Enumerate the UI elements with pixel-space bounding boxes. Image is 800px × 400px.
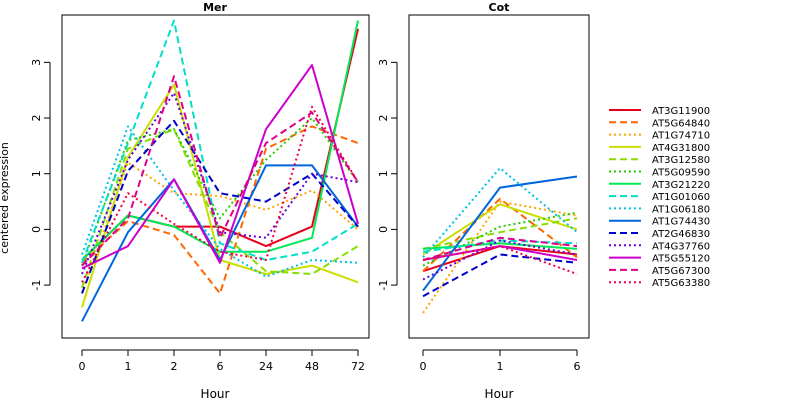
legend-label: AT2G46830 <box>652 229 710 240</box>
legend-label: AT5G09590 <box>652 168 710 179</box>
legend-label: AT3G12580 <box>652 155 710 166</box>
x-tick-label: 6 <box>574 360 581 373</box>
x-axis-label: Hour <box>485 387 514 400</box>
series-line-at4g37760 <box>81 92 359 275</box>
series-line-at4g31800 <box>422 203 578 256</box>
legend-label: AT1G06180 <box>652 204 710 215</box>
series-line-at5g64840 <box>81 125 359 295</box>
series-line-at3g12580 <box>422 217 578 250</box>
y-tick-label: 0 <box>377 226 390 233</box>
series-line-at5g67300 <box>422 236 578 261</box>
x-tick-label: 48 <box>305 360 319 373</box>
series-line-at5g55120 <box>81 64 359 270</box>
legend-label: AT4G37760 <box>652 241 710 252</box>
x-tick-label: 1 <box>125 360 132 373</box>
x-tick-label: 2 <box>171 360 178 373</box>
y-tick-label: 2 <box>377 115 390 122</box>
series-lines <box>422 167 578 314</box>
panel-mer: Mer Hour centered expression -1 0 1 2 3 0 1 2 6 2… <box>0 1 370 400</box>
chart-title: Cot <box>489 1 510 14</box>
axes: -1 0 1 2 3 0 1 6 <box>377 59 581 373</box>
series-line-at5g67300 <box>81 75 359 267</box>
legend-label: AT4G31800 <box>652 143 710 154</box>
plot-frame <box>408 14 590 339</box>
legend-label: AT1G74430 <box>652 217 710 228</box>
legend-label: AT5G64840 <box>652 118 710 129</box>
y-tick-label: 2 <box>30 115 43 122</box>
y-tick-label: 3 <box>30 59 43 66</box>
x-tick-label: 72 <box>351 360 365 373</box>
series-line-at1g74430 <box>422 175 578 292</box>
legend: AT3G11900AT5G64840AT1G74710AT4G31800AT3G… <box>609 106 710 289</box>
chart-title: Mer <box>203 1 227 14</box>
x-tick-label: 0 <box>79 360 86 373</box>
axes: -1 0 1 2 3 0 1 2 6 24 48 72 <box>30 59 365 373</box>
series-line-at5g63380 <box>422 245 578 275</box>
series-line-at1g74710 <box>81 161 359 294</box>
legend-label: AT3G11900 <box>652 106 710 117</box>
plot-frame <box>61 14 370 339</box>
series-line-at5g63380 <box>81 105 359 283</box>
series-line-at5g09590 <box>81 117 359 266</box>
legend-label: AT5G63380 <box>652 278 710 289</box>
legend-label: AT3G21220 <box>652 180 710 191</box>
y-tick-label: -1 <box>30 280 43 291</box>
panel-cot: Cot Hour -1 0 1 2 3 0 1 6 <box>377 1 590 400</box>
legend-label: AT1G74710 <box>652 131 710 142</box>
legend-label: AT5G55120 <box>652 254 710 265</box>
legend-label: AT1G01060 <box>652 192 710 203</box>
x-tick-label: 24 <box>259 360 273 373</box>
series-line-at4g37760 <box>422 239 578 281</box>
series-lines <box>81 19 359 322</box>
y-tick-label: 3 <box>377 59 390 66</box>
x-tick-label: 0 <box>420 360 427 373</box>
y-tick-label: 1 <box>30 170 43 177</box>
x-tick-label: 6 <box>217 360 224 373</box>
y-tick-label: 0 <box>30 226 43 233</box>
y-axis-label: centered expression <box>0 142 11 254</box>
series-line-at1g01060 <box>81 19 359 264</box>
x-axis-label: Hour <box>201 387 230 400</box>
series-line-at5g09590 <box>422 211 578 267</box>
series-line-at1g74710 <box>422 200 578 314</box>
y-tick-label: 1 <box>377 170 390 177</box>
series-line-at1g06180 <box>81 125 359 278</box>
legend-label: AT5G67300 <box>652 266 710 277</box>
y-tick-label: -1 <box>377 280 390 291</box>
x-tick-label: 1 <box>497 360 504 373</box>
